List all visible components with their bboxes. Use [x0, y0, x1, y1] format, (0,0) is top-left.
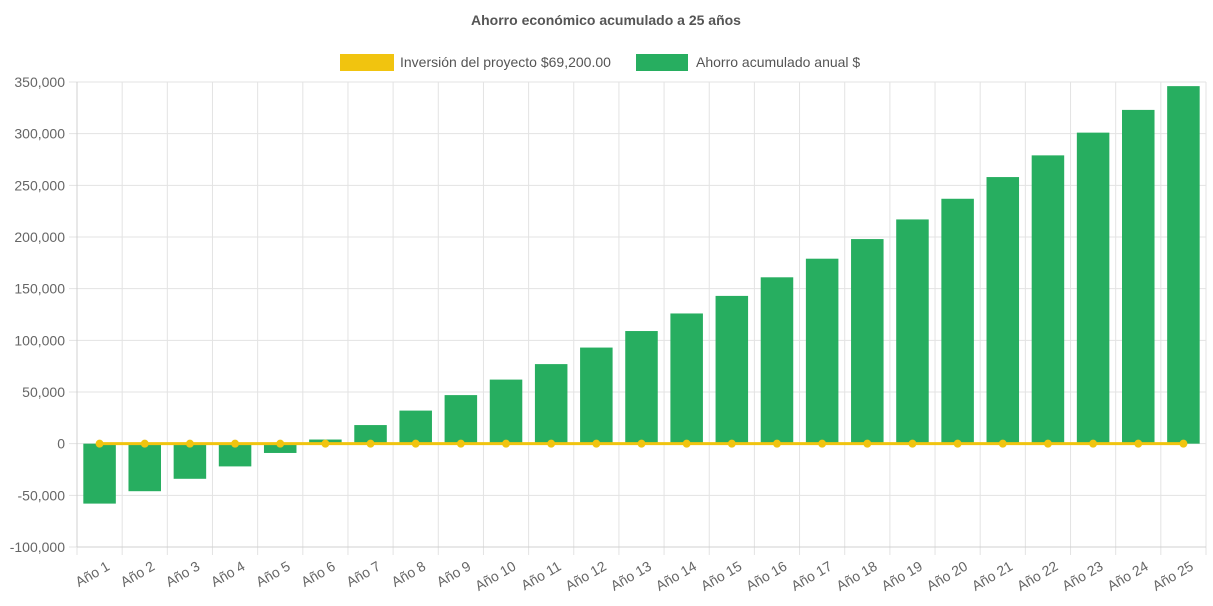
x-tick-label: Año 12 — [562, 558, 609, 594]
x-tick-label: Año 17 — [788, 558, 835, 594]
line-point[interactable] — [772, 439, 781, 448]
x-tick-label: Año 10 — [472, 558, 519, 594]
x-tick-label: Año 11 — [518, 558, 564, 594]
chart-title: Ahorro económico acumulado a 25 años — [471, 12, 741, 28]
line-point[interactable] — [863, 439, 872, 448]
bar[interactable] — [399, 410, 432, 444]
y-axis-ticks: 350,000 300,000 250,000 200,000 150,000 100,0… — [10, 74, 65, 555]
line-point[interactable] — [411, 439, 420, 448]
legend-label-investment[interactable]: Inversión del proyecto $69,200.00 — [400, 54, 611, 70]
bar[interactable] — [625, 331, 658, 444]
bar[interactable] — [896, 219, 929, 444]
bar-series — [83, 86, 1200, 504]
bar[interactable] — [534, 364, 568, 444]
bar[interactable] — [128, 443, 161, 492]
x-axis-ticks: Año 1 Año 2 Año 3 Año 4 Año 5 Año 6 Año 7 Año 8… — [72, 558, 1196, 594]
line-series — [95, 439, 1188, 448]
bar[interactable] — [1031, 155, 1065, 444]
line-point[interactable] — [1043, 439, 1052, 448]
x-tick-label: Año 2 — [118, 558, 158, 590]
y-tick-label: 50,000 — [22, 384, 65, 400]
x-tick-label: Año 5 — [253, 558, 293, 590]
bar[interactable] — [715, 295, 749, 444]
y-tick-label: 100,000 — [14, 332, 65, 348]
x-tick-label: Año 24 — [1104, 558, 1151, 594]
bar[interactable] — [173, 443, 207, 479]
bar[interactable] — [263, 443, 297, 453]
line-point[interactable] — [366, 439, 375, 448]
line-point[interactable] — [231, 439, 240, 448]
y-tick-label: -100,000 — [10, 539, 65, 555]
x-tick-label: Año 4 — [208, 558, 248, 590]
x-tick-label: Año 21 — [969, 558, 1016, 594]
legend-label-savings[interactable]: Ahorro acumulado anual $ — [696, 54, 860, 70]
x-tick-label: Año 1 — [72, 558, 112, 590]
line-point[interactable] — [1134, 439, 1143, 448]
x-tick-label: Año 23 — [1059, 558, 1106, 594]
legend-swatch-investment[interactable] — [340, 54, 394, 71]
line-point[interactable] — [456, 439, 465, 448]
line-point[interactable] — [998, 439, 1007, 448]
bar[interactable] — [986, 177, 1020, 444]
line-point[interactable] — [140, 439, 149, 448]
x-tick-label: Año 16 — [743, 558, 790, 594]
x-tick-label: Año 3 — [163, 558, 203, 590]
grid — [69, 81, 1207, 555]
line-point[interactable] — [547, 439, 556, 448]
line-point[interactable] — [1089, 439, 1098, 448]
line-point[interactable] — [276, 439, 285, 448]
bar[interactable] — [489, 379, 523, 444]
bar[interactable] — [670, 313, 703, 444]
line-point[interactable] — [953, 439, 962, 448]
line-point[interactable] — [682, 439, 691, 448]
bar[interactable] — [941, 198, 974, 444]
line-point[interactable] — [321, 439, 330, 448]
x-tick-label: Año 25 — [1149, 558, 1196, 594]
bar[interactable] — [760, 277, 794, 444]
legend: Inversión del proyecto $69,200.00 Ahorro… — [340, 54, 860, 71]
line-point[interactable] — [818, 439, 827, 448]
bar[interactable] — [218, 443, 252, 467]
x-tick-label: Año 8 — [389, 558, 429, 590]
x-tick-label: Año 22 — [1014, 558, 1061, 594]
x-tick-label: Año 15 — [698, 558, 745, 594]
y-tick-label: 300,000 — [14, 126, 65, 142]
bar[interactable] — [851, 239, 884, 444]
bar[interactable] — [1122, 109, 1155, 444]
line-point[interactable] — [727, 439, 736, 448]
x-tick-label: Año 20 — [924, 558, 971, 594]
y-tick-label: 200,000 — [14, 229, 65, 245]
bar[interactable] — [354, 425, 387, 444]
y-tick-label: 250,000 — [14, 177, 65, 193]
x-tick-label: Año 6 — [298, 558, 338, 590]
line-point[interactable] — [908, 439, 917, 448]
y-tick-label: 0 — [57, 436, 65, 452]
bar[interactable] — [805, 258, 839, 444]
line-point[interactable] — [1179, 439, 1188, 448]
x-tick-label: Año 18 — [833, 558, 880, 594]
bar[interactable] — [580, 347, 613, 444]
x-tick-label: Año 19 — [879, 558, 926, 594]
x-tick-label: Año 14 — [653, 558, 700, 594]
line-point[interactable] — [637, 439, 646, 448]
bar[interactable] — [1076, 132, 1110, 444]
bar[interactable] — [444, 395, 478, 444]
line-point[interactable] — [95, 439, 104, 448]
line-point[interactable] — [502, 439, 511, 448]
y-tick-label: 150,000 — [14, 281, 65, 297]
x-tick-label: Año 13 — [608, 558, 655, 594]
x-tick-label: Año 7 — [343, 558, 383, 590]
y-tick-label: -50,000 — [18, 487, 66, 503]
x-tick-label: Año 9 — [434, 558, 474, 590]
bar[interactable] — [83, 443, 116, 504]
line-point[interactable] — [592, 439, 601, 448]
line-point[interactable] — [185, 439, 194, 448]
bar[interactable] — [1167, 86, 1200, 444]
legend-swatch-savings[interactable] — [636, 54, 688, 71]
y-tick-label: 350,000 — [14, 74, 65, 90]
